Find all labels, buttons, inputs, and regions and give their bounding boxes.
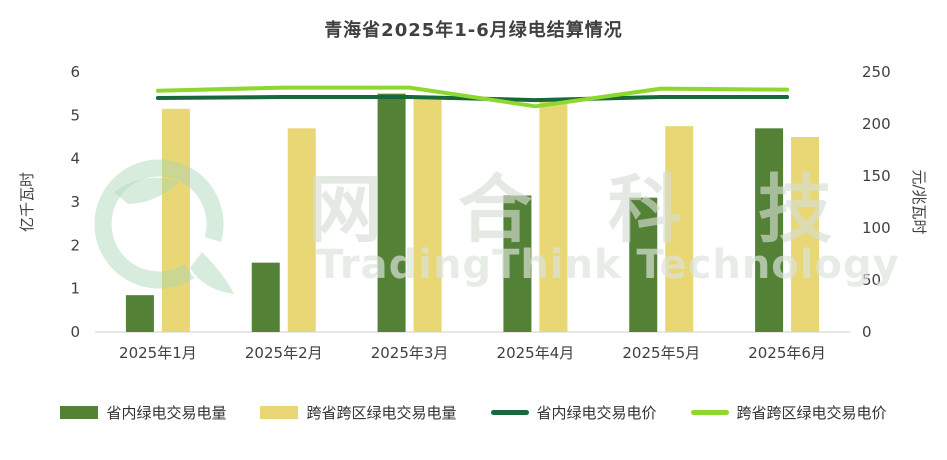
right-axis-tick-label: 100: [862, 219, 891, 237]
legend-item[interactable]: 省内绿电交易电价: [490, 402, 657, 423]
x-axis-category-label: 2025年1月: [119, 344, 197, 362]
right-axis-title: 元/兆瓦时: [910, 169, 928, 234]
legend-item[interactable]: 跨省跨区绿电交易电价: [690, 402, 887, 423]
left-axis-tick-label: 2: [70, 236, 80, 254]
left-axis-tick-label: 4: [70, 150, 80, 168]
left-axis-tick-label: 0: [70, 323, 80, 341]
legend-bar-swatch: [260, 406, 299, 419]
bar-crossprovince-volume: [287, 128, 316, 332]
bar-provincial-volume: [125, 295, 154, 332]
x-axis-category-label: 2025年3月: [371, 344, 449, 362]
legend-label: 省内绿电交易电量: [106, 404, 227, 422]
right-axis-tick-label: 0: [862, 323, 872, 341]
legend-label: 省内绿电交易电价: [536, 404, 657, 422]
bar-crossprovince-volume: [161, 108, 190, 332]
bar-provincial-volume: [755, 128, 784, 332]
x-axis-category-label: 2025年6月: [748, 344, 826, 362]
bar-crossprovince-volume: [539, 98, 568, 332]
chart-title: 青海省2025年1-6月绿电结算情况: [324, 20, 623, 41]
legend-item[interactable]: 跨省跨区绿电交易电量: [260, 402, 457, 423]
bar-provincial-volume: [629, 197, 658, 332]
legend-item[interactable]: 省内绿电交易电量: [60, 402, 226, 423]
legend-line-swatch: [490, 410, 529, 415]
legend-label: 跨省跨区绿电交易电量: [306, 404, 457, 422]
x-axis-category-label: 2025年5月: [622, 344, 700, 362]
bar-provincial-volume: [503, 195, 532, 332]
left-axis-tick-label: 3: [70, 193, 80, 211]
combo-chart: 0 1 2 3 4 5 6 0 50 100 150 200 250 2025年1月 2025年2月 2025…: [18, 63, 928, 362]
x-axis-category-label: 2025年2月: [245, 344, 323, 362]
line-crossprovince-price: [155, 85, 790, 109]
legend-line-swatch: [690, 410, 729, 415]
right-axis-tick-label: 200: [862, 115, 891, 133]
bar-provincial-volume: [251, 262, 280, 332]
legend: 省内绿电交易电量 跨省跨区绿电交易电量 省内绿电交易电价 跨省跨区绿电交易电价: [0, 402, 947, 423]
legend-label: 跨省跨区绿电交易电价: [736, 404, 887, 422]
legend-bar-swatch: [60, 406, 99, 419]
bar-provincial-volume: [377, 93, 406, 332]
left-axis-tick-label: 6: [70, 63, 80, 81]
right-axis-tick-label: 50: [862, 271, 881, 289]
left-axis-tick-label: 1: [70, 280, 80, 298]
right-axis-tick-label: 150: [862, 167, 891, 185]
bar-crossprovince-volume: [791, 137, 820, 332]
bar-crossprovince-volume: [413, 98, 442, 332]
left-axis-title: 亿千瓦时: [18, 172, 36, 232]
bar-crossprovince-volume: [665, 126, 694, 333]
left-axis-tick-label: 5: [70, 106, 80, 124]
right-axis-tick-label: 250: [862, 63, 891, 81]
x-axis-category-label: 2025年4月: [497, 344, 575, 362]
